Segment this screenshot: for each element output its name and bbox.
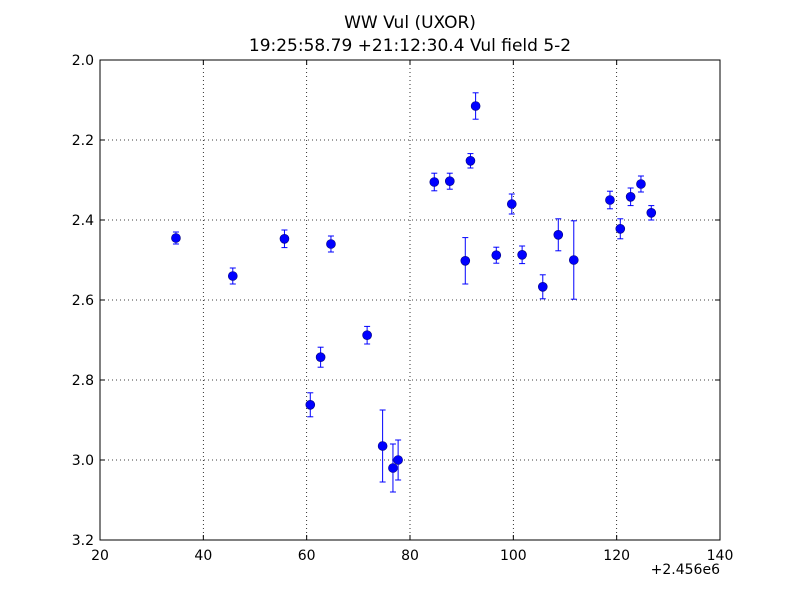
data-point xyxy=(377,409,388,483)
data-point xyxy=(315,346,326,368)
data-point xyxy=(568,220,579,300)
data-point xyxy=(388,443,398,493)
x-tick-label: 20 xyxy=(91,548,109,564)
data-marker xyxy=(517,250,527,260)
data-point xyxy=(227,267,238,285)
data-point xyxy=(615,218,626,240)
x-tick-label: 60 xyxy=(298,548,316,564)
data-marker xyxy=(444,176,455,186)
data-point xyxy=(636,175,646,193)
data-marker xyxy=(227,271,238,281)
data-point xyxy=(465,153,476,169)
data-marker xyxy=(491,250,502,260)
data-point xyxy=(171,231,181,245)
data-point xyxy=(279,229,290,249)
data-marker xyxy=(625,192,636,202)
data-point xyxy=(305,392,316,418)
ticks-layer: 20 40 60 80 100 120 140 2.0 2.2 2.4 2.6 2.8 3.0 3.2 xyxy=(72,53,734,564)
data-point xyxy=(362,325,372,345)
data-point xyxy=(491,246,502,264)
data-marker xyxy=(429,177,440,187)
data-point xyxy=(517,245,527,265)
x-tick-label: 40 xyxy=(194,548,212,564)
x-tick-label: 140 xyxy=(707,548,734,564)
data-point xyxy=(506,193,517,215)
chart-subtitle: 19:25:58.79 +21:12:30.4 Vul field 5-2 xyxy=(249,36,571,56)
x-offset-label: +2.456e6 xyxy=(651,562,720,578)
data-point xyxy=(646,205,657,221)
y-tick-label: 2.0 xyxy=(72,53,94,69)
data-point xyxy=(470,92,481,120)
data-marker xyxy=(537,281,548,292)
data-marker xyxy=(279,234,290,244)
grid-layer xyxy=(100,60,720,540)
data-marker xyxy=(326,239,336,249)
data-layer xyxy=(171,92,657,493)
data-point xyxy=(429,172,440,192)
data-marker xyxy=(388,463,398,473)
data-marker xyxy=(315,352,326,363)
data-marker xyxy=(393,455,403,465)
x-tick-label: 120 xyxy=(603,548,630,564)
data-point xyxy=(444,172,455,190)
y-tick-label: 3.2 xyxy=(72,533,94,549)
data-point xyxy=(460,237,471,285)
data-marker xyxy=(605,195,615,205)
data-point xyxy=(605,190,615,210)
data-marker xyxy=(553,230,564,240)
data-marker xyxy=(646,208,657,218)
data-point xyxy=(553,218,564,252)
x-tick-label: 80 xyxy=(401,548,419,564)
data-marker xyxy=(636,179,646,189)
data-marker xyxy=(305,399,316,410)
data-marker xyxy=(615,224,626,234)
y-tick-label: 2.8 xyxy=(72,373,94,389)
y-tick-label: 2.6 xyxy=(72,293,94,309)
data-marker xyxy=(465,156,476,166)
data-marker xyxy=(506,199,517,209)
data-point xyxy=(625,187,636,207)
data-point xyxy=(393,439,403,481)
data-point xyxy=(326,235,336,253)
data-marker xyxy=(568,255,579,265)
y-tick-label: 3.0 xyxy=(72,453,94,469)
data-marker xyxy=(470,101,481,111)
data-point xyxy=(537,274,548,300)
y-tick-label: 2.2 xyxy=(72,133,94,149)
chart-title: WW Vul (UXOR) xyxy=(344,13,476,33)
data-marker xyxy=(377,441,388,451)
data-marker xyxy=(171,233,181,243)
x-tick-label: 100 xyxy=(500,548,527,564)
y-tick-label: 2.4 xyxy=(72,213,94,229)
data-marker xyxy=(362,330,372,341)
data-marker xyxy=(460,255,471,266)
